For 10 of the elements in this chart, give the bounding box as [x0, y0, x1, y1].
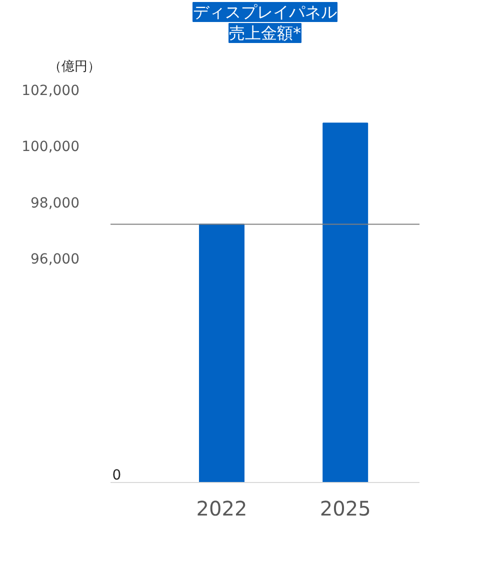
y-tick-label: 100,000 — [22, 139, 80, 156]
y-axis-title: （億円） — [48, 60, 100, 74]
x-tick-label: 2022 — [196, 496, 248, 520]
chart-subtitle: 売上金額* — [229, 24, 301, 42]
y-tick-label: 98,000 — [30, 195, 80, 212]
chart-title: ディスプレイパネル — [193, 2, 337, 22]
y-tick-label: 96,000 — [30, 251, 80, 268]
x-tick-label: 2025 — [320, 496, 371, 520]
y-tick-label: 102,000 — [22, 83, 80, 99]
annotation: 0 — [112, 468, 122, 484]
